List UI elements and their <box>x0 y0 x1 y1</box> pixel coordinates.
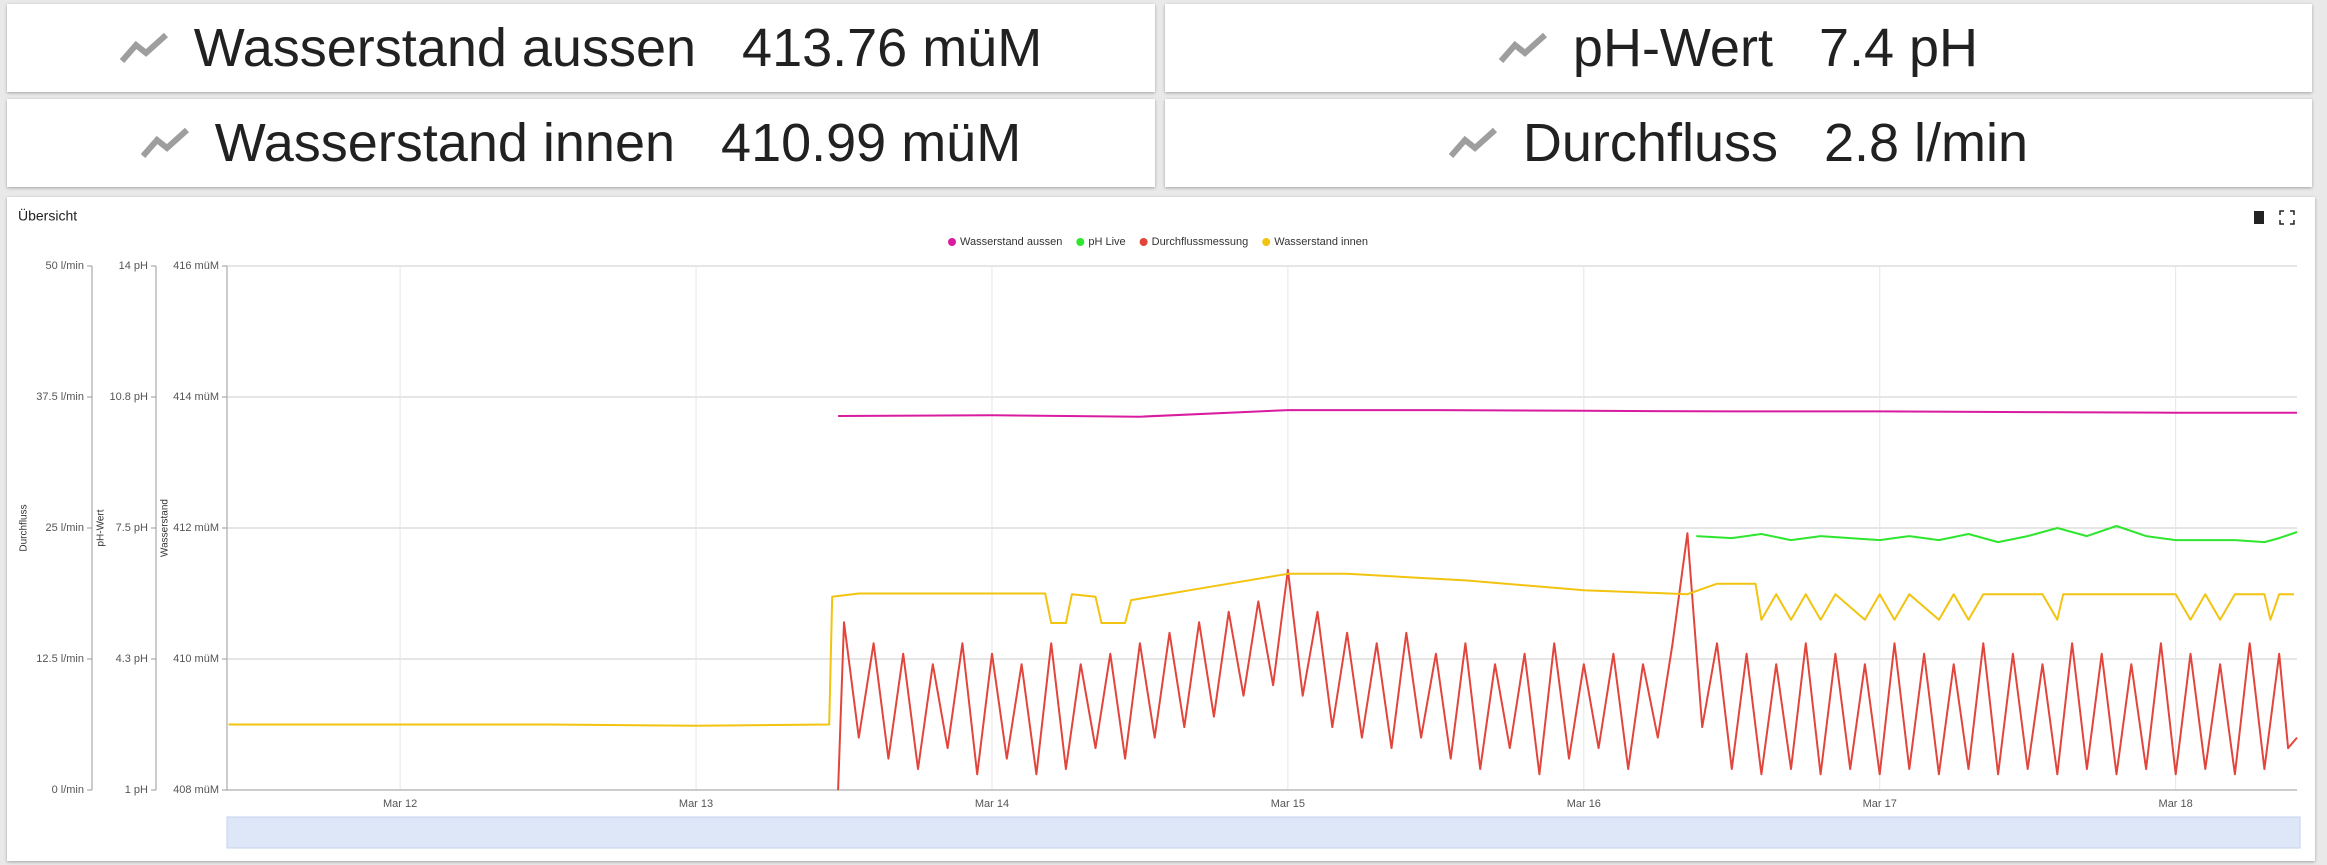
y-tick-label: 4.3 pH <box>116 653 148 665</box>
chart: Übersicht 408 müM 410 müM 412 müM 414 müM 41… <box>18 207 2301 849</box>
x-tick-label: Mar 13 <box>679 798 713 810</box>
y-tick-label: 12.5 l/min <box>36 653 84 665</box>
y-axis-title: Wasserstand <box>160 499 171 557</box>
legend-label: pH Live <box>1088 236 1125 248</box>
card-title: pH-Wert <box>1572 18 1773 78</box>
y-tick-label: 7.5 pH <box>116 522 148 534</box>
legend-marker <box>1076 238 1085 246</box>
y-tick-label: 410 müM <box>173 653 219 665</box>
chart-title: Übersicht <box>18 207 77 224</box>
y-tick-label: 25 l/min <box>45 522 84 534</box>
card-value: 7.4 pH <box>1818 18 1979 78</box>
y-tick-label: 1 pH <box>125 784 148 796</box>
card: pH-Wert 7.4 pH <box>1165 4 2312 92</box>
chart-panel: Übersicht 408 müM 410 müM 412 müM 414 müM 41… <box>7 197 2315 861</box>
x-tick-label: Mar 15 <box>1271 798 1305 810</box>
card: Wasserstand innen 410.99 müM <box>7 99 1155 187</box>
legend-marker <box>1262 238 1271 246</box>
card-title: Wasserstand innen <box>214 113 676 173</box>
legend-label: Wasserstand innen <box>1274 236 1368 248</box>
y-tick-label: 50 l/min <box>45 260 84 272</box>
y-tick-label: 0 l/min <box>52 784 84 796</box>
legend-marker <box>948 238 957 246</box>
legend-marker <box>1139 238 1148 246</box>
x-tick-label: Mar 12 <box>383 798 417 810</box>
y-tick-label: 414 müM <box>173 391 219 403</box>
card: Durchfluss 2.8 l/min <box>1165 99 2312 187</box>
trend-icon <box>140 127 189 158</box>
y-tick-label: 37.5 l/min <box>36 391 84 403</box>
card-title: Durchfluss <box>1522 113 1778 173</box>
x-tick-label: Mar 16 <box>1567 798 1601 810</box>
series-line <box>837 532 2298 791</box>
y-tick-label: 416 müM <box>173 260 219 272</box>
card: Wasserstand aussen 413.76 müM <box>7 4 1155 92</box>
card-title: Wasserstand aussen <box>193 18 697 78</box>
y-tick-label: 14 pH <box>119 260 148 272</box>
card-value: 410.99 müM <box>721 113 1022 173</box>
trend-icon <box>1448 127 1497 158</box>
y-axis-title: Durchfluss <box>19 504 30 551</box>
card-value: 2.8 l/min <box>1823 113 2029 173</box>
legend-label: Wasserstand aussen <box>960 236 1062 248</box>
x-tick-label: Mar 18 <box>2159 798 2193 810</box>
series-line <box>228 572 2294 727</box>
export-icon[interactable] <box>2254 211 2264 224</box>
series-line <box>838 409 2297 418</box>
y-axis-title: pH-Wert <box>96 509 107 546</box>
series-line <box>1696 525 2298 544</box>
x-tick-label: Mar 14 <box>975 798 1009 810</box>
y-tick-label: 408 müM <box>173 784 219 796</box>
navigator[interactable] <box>226 816 2301 849</box>
y-tick-label: 412 müM <box>173 522 219 534</box>
legend-label: Durchflussmessung <box>1152 236 1249 248</box>
trend-icon <box>1498 32 1547 63</box>
trend-icon <box>119 32 168 63</box>
card-value: 413.76 müM <box>742 18 1043 78</box>
y-tick-label: 10.8 pH <box>109 391 148 403</box>
fullscreen-icon[interactable] <box>2279 210 2295 225</box>
x-tick-label: Mar 17 <box>1863 798 1897 810</box>
